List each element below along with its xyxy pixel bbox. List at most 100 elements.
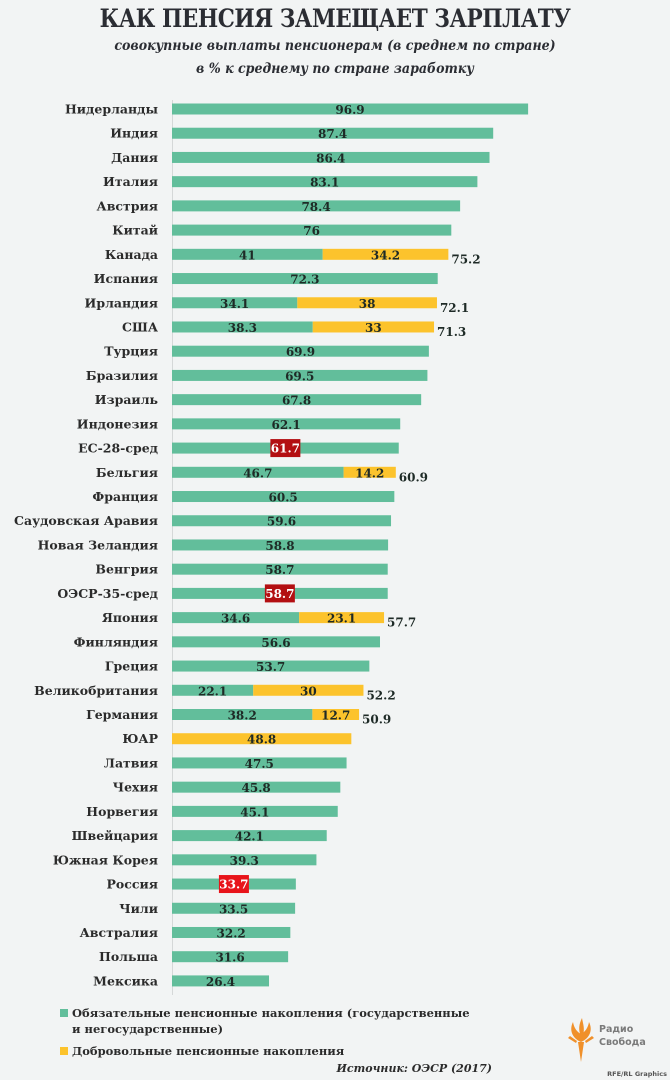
bar-row: Израиль 67.8 xyxy=(95,392,422,408)
category-label: ЕС-28-сред xyxy=(78,441,158,456)
legend-label-mandatory: Обязательные пенсионные накопления (госу… xyxy=(72,1006,470,1036)
legend-item-mandatory: Обязательные пенсионные накопления (госу… xyxy=(60,1005,480,1037)
category-label: США xyxy=(122,319,159,334)
category-label: Ирландия xyxy=(85,295,158,310)
bar-row: Индия 87.4 xyxy=(110,126,494,141)
bar-mandatory xyxy=(172,103,529,115)
data-label-mandatory: 56.6 xyxy=(261,636,290,650)
data-label-mandatory: 32.2 xyxy=(217,926,246,940)
bar-row: Польша 31.6 xyxy=(99,949,289,965)
data-label-total: 75.2 xyxy=(451,252,480,266)
legend-item-voluntary: Добровольные пенсионные накопления xyxy=(60,1043,480,1059)
data-label-voluntary: 38 xyxy=(359,297,376,311)
data-label-highlight: 58.7 xyxy=(265,587,294,601)
data-label-mandatory: 34.6 xyxy=(221,612,250,626)
data-label-highlight: 61.7 xyxy=(271,442,300,456)
bar-mandatory xyxy=(172,297,298,309)
bar-row: Испания 72.3 xyxy=(94,271,438,287)
data-label-mandatory: 76 xyxy=(303,224,320,238)
bar-row: Новая Зеландия 58.8 xyxy=(38,537,389,553)
data-label-mandatory: 46.7 xyxy=(243,466,272,480)
bar-mandatory xyxy=(172,273,438,285)
chart-title: КАК ПЕНСИЯ ЗАМЕЩАЕТ ЗАРПЛАТУ xyxy=(99,4,571,33)
data-label-mandatory: 42.1 xyxy=(235,830,264,844)
data-label-voluntary: 14.2 xyxy=(355,466,384,480)
bar-mandatory xyxy=(172,660,370,672)
data-label-mandatory: 86.4 xyxy=(316,151,345,165)
data-label-mandatory: 59.6 xyxy=(267,515,296,529)
category-label: Бразилия xyxy=(86,368,158,383)
category-label: Нидерланды xyxy=(65,102,158,117)
bar-mandatory xyxy=(172,345,429,357)
category-label: Япония xyxy=(102,610,158,625)
bar-mandatory xyxy=(172,951,289,963)
legend-swatch-voluntary xyxy=(60,1047,68,1055)
data-label-total: 52.2 xyxy=(366,688,395,702)
data-label-mandatory: 58.7 xyxy=(265,563,294,577)
bar-row: Бельгия 46.7 14.2 60.9 xyxy=(96,465,428,485)
data-label-total: 60.9 xyxy=(399,470,428,484)
bar-mandatory xyxy=(172,248,323,260)
bar-voluntary xyxy=(172,733,352,745)
bar-row: Канада 41 34.2 75.2 xyxy=(105,247,481,267)
bar-mandatory xyxy=(172,781,341,793)
bar-voluntary xyxy=(312,321,435,333)
torch-icon xyxy=(568,1018,594,1062)
category-label: Канада xyxy=(105,247,158,262)
data-label-mandatory: 33.5 xyxy=(219,902,248,916)
data-label-voluntary: 34.2 xyxy=(371,248,400,262)
data-label-mandatory: 69.9 xyxy=(286,345,315,359)
bar-mandatory xyxy=(172,151,490,163)
bar-mandatory xyxy=(172,127,494,139)
bar-row: Австрия 78.4 xyxy=(97,198,461,214)
data-label-voluntary: 30 xyxy=(300,684,317,698)
bar-row: Чехия 45.8 xyxy=(113,780,341,795)
category-label: Австралия xyxy=(80,925,158,940)
graphics-credit: RFE/RL Graphics xyxy=(607,1070,667,1078)
bar-mandatory xyxy=(172,224,452,236)
data-label-mandatory: 47.5 xyxy=(245,757,274,771)
bar-mandatory xyxy=(172,926,291,938)
data-label-highlight: 33.7 xyxy=(219,878,248,892)
category-label: Турция xyxy=(104,344,158,359)
bar-row: Россия 33.7 xyxy=(107,875,296,894)
bar-mandatory xyxy=(172,830,327,842)
data-label-mandatory: 34.1 xyxy=(220,297,249,311)
category-label: Венгрия xyxy=(95,562,158,577)
bar-mandatory xyxy=(172,709,313,720)
data-label-mandatory: 72.3 xyxy=(290,273,319,287)
bar-mandatory xyxy=(172,321,313,333)
bar-row: Италия 83.1 xyxy=(103,174,478,190)
category-label: Индонезия xyxy=(77,416,158,431)
bar-row: Япония 34.6 23.1 57.7 xyxy=(102,610,416,630)
bar-voluntary xyxy=(322,248,449,260)
bar-mandatory xyxy=(172,563,388,575)
category-label: Греция xyxy=(105,659,158,674)
bar-row: Швейцария 42.1 xyxy=(72,828,327,844)
data-label-mandatory: 67.8 xyxy=(282,394,311,408)
bar-row: Австралия 32.2 xyxy=(80,925,291,940)
data-label-voluntary: 33 xyxy=(365,321,382,335)
bar-row: США 38.3 33 71.3 xyxy=(122,319,466,339)
bar-mandatory xyxy=(172,418,401,430)
category-label: Латвия xyxy=(104,755,158,770)
bar-mandatory xyxy=(172,805,338,817)
bar-mandatory xyxy=(172,975,270,987)
bar-mandatory xyxy=(172,176,478,188)
category-label: Австрия xyxy=(97,198,158,213)
bar-rows: Нидерланды 96.9 Индия 87.4 Дания 86.4 Италия 83… xyxy=(14,102,529,989)
data-label-voluntary: 23.1 xyxy=(327,612,356,626)
category-label: Россия xyxy=(107,877,158,892)
category-label: Новая Зеландия xyxy=(38,537,158,552)
category-label: Китай xyxy=(112,223,158,238)
data-label-mandatory: 38.2 xyxy=(228,709,257,723)
highlight-box xyxy=(218,875,249,894)
bar-row: ОЭСР-35-сред 58.7 xyxy=(57,584,388,603)
category-label: Италия xyxy=(103,174,158,189)
category-label: Швейцария xyxy=(72,828,158,843)
bar-row: Франция 60.5 xyxy=(92,489,395,505)
category-label: ЮАР xyxy=(122,731,158,746)
bar-row: Нидерланды 96.9 xyxy=(65,102,529,117)
bar-voluntary xyxy=(253,684,364,696)
bar-mandatory xyxy=(172,684,254,696)
